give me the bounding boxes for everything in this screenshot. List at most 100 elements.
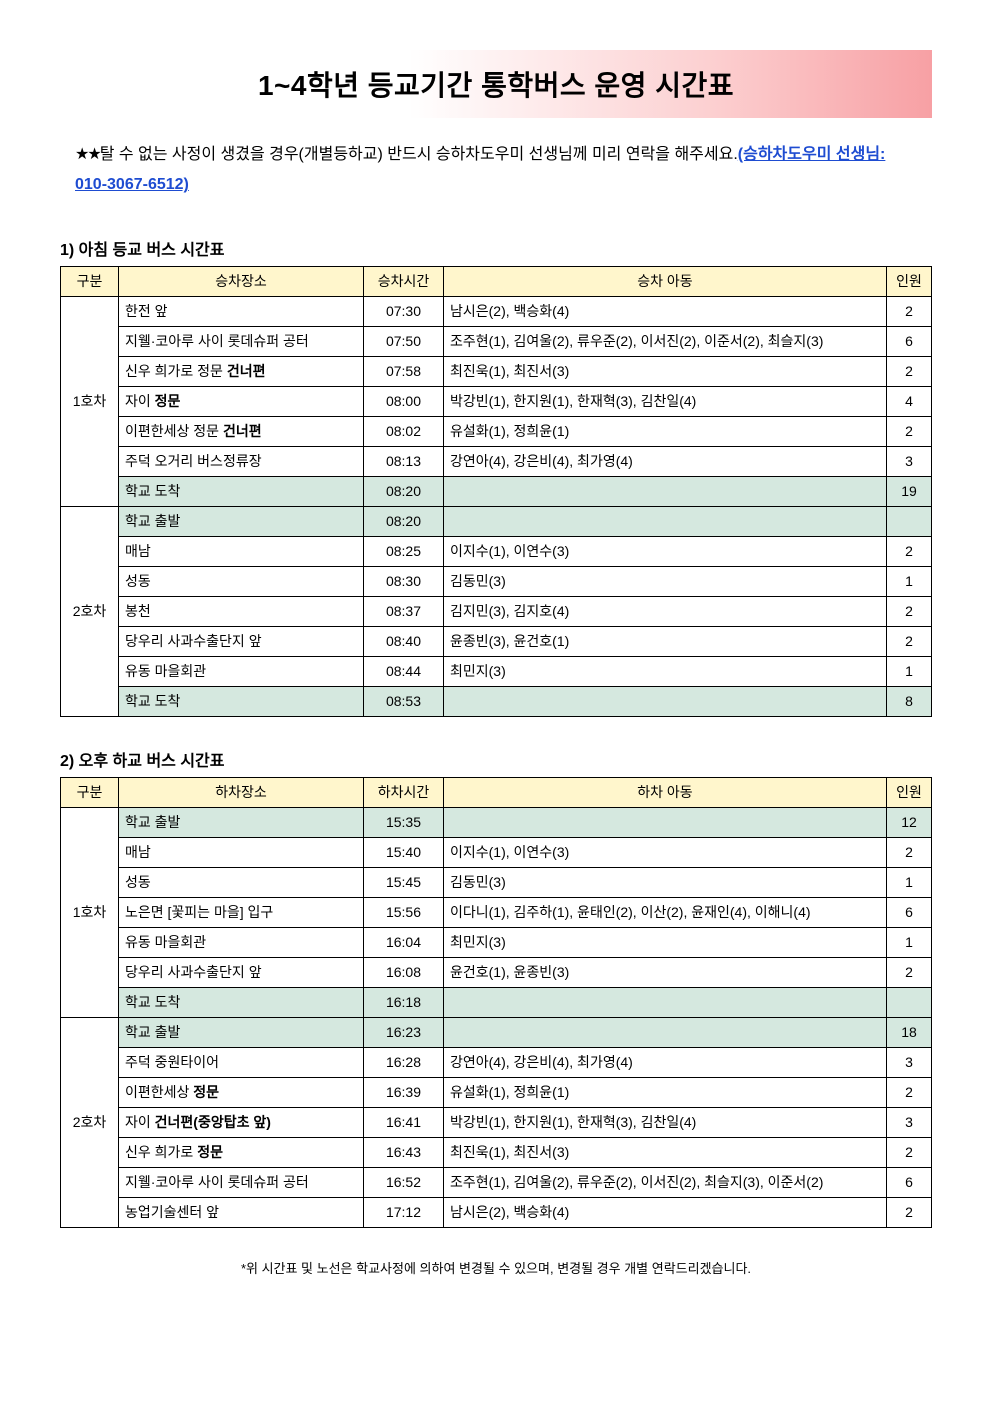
kids-cell: 윤종빈(3), 윤건호(1)	[444, 626, 887, 656]
kids-cell: 김지민(3), 김지호(4)	[444, 596, 887, 626]
kids-cell: 조주현(1), 김여울(2), 류우준(2), 이서진(2), 이준서(2), …	[444, 326, 887, 356]
count-cell: 1	[887, 656, 932, 686]
th-place: 승차장소	[119, 266, 364, 296]
th-route: 구분	[61, 777, 119, 807]
time-cell: 16:52	[364, 1167, 444, 1197]
time-cell: 08:02	[364, 416, 444, 446]
table-row: 학교 도착16:18	[61, 987, 932, 1017]
time-cell: 08:53	[364, 686, 444, 716]
table-row: 주덕 오거리 버스정류장08:13강연아(4), 강은비(4), 최가영(4)3	[61, 446, 932, 476]
time-cell: 16:39	[364, 1077, 444, 1107]
time-cell: 15:56	[364, 897, 444, 927]
kids-cell: 최진욱(1), 최진서(3)	[444, 356, 887, 386]
place-cell: 주덕 중원타이어	[119, 1047, 364, 1077]
count-cell: 3	[887, 1107, 932, 1137]
kids-cell	[444, 807, 887, 837]
afternoon-table: 구분 하차장소 하차시간 하차 아동 인원 1호차학교 출발15:3512매남1…	[60, 777, 932, 1228]
time-cell: 15:35	[364, 807, 444, 837]
table-row: 유동 마을회관16:04최민지(3)1	[61, 927, 932, 957]
time-cell: 16:08	[364, 957, 444, 987]
time-cell: 15:40	[364, 837, 444, 867]
notice-prefix: 탈 수 없는 사정이 생겼을 경우(개별등하교) 반드시 승하차도우미 선생님께…	[100, 146, 738, 163]
place-cell: 매남	[119, 837, 364, 867]
place-cell: 학교 출발	[119, 1017, 364, 1047]
table-header-row: 구분 하차장소 하차시간 하차 아동 인원	[61, 777, 932, 807]
kids-cell: 김동민(3)	[444, 867, 887, 897]
notice-stars: ★★	[75, 146, 100, 163]
kids-cell: 박강빈(1), 한지원(1), 한재혁(3), 김찬일(4)	[444, 386, 887, 416]
count-cell: 19	[887, 476, 932, 506]
place-cell: 유동 마을회관	[119, 656, 364, 686]
place-cell: 노은면 [꽃피는 마을] 입구	[119, 897, 364, 927]
kids-cell: 강연아(4), 강은비(4), 최가영(4)	[444, 446, 887, 476]
table-row: 당우리 사과수출단지 앞16:08윤건호(1), 윤종빈(3)2	[61, 957, 932, 987]
count-cell: 2	[887, 536, 932, 566]
time-cell: 08:00	[364, 386, 444, 416]
kids-cell: 김동민(3)	[444, 566, 887, 596]
place-cell: 학교 도착	[119, 476, 364, 506]
notice-paragraph: ★★탈 수 없는 사정이 생겼을 경우(개별등하교) 반드시 승하차도우미 선생…	[75, 140, 917, 201]
table-row: 성동08:30김동민(3)1	[61, 566, 932, 596]
place-cell: 농업기술센터 앞	[119, 1197, 364, 1227]
place-cell: 신우 희가로 정문 건너편	[119, 356, 364, 386]
count-cell: 6	[887, 897, 932, 927]
place-cell: 지웰·코아루 사이 롯데슈퍼 공터	[119, 1167, 364, 1197]
count-cell: 4	[887, 386, 932, 416]
count-cell: 8	[887, 686, 932, 716]
route-cell: 1호차	[61, 296, 119, 506]
place-cell: 당우리 사과수출단지 앞	[119, 626, 364, 656]
kids-cell: 최민지(3)	[444, 927, 887, 957]
count-cell	[887, 987, 932, 1017]
time-cell: 17:12	[364, 1197, 444, 1227]
time-cell: 08:20	[364, 476, 444, 506]
kids-cell	[444, 476, 887, 506]
time-cell: 08:20	[364, 506, 444, 536]
table-row: 지웰·코아루 사이 롯데슈퍼 공터07:50조주현(1), 김여울(2), 류우…	[61, 326, 932, 356]
time-cell: 16:18	[364, 987, 444, 1017]
th-route: 구분	[61, 266, 119, 296]
count-cell: 2	[887, 626, 932, 656]
kids-cell	[444, 987, 887, 1017]
count-cell: 2	[887, 957, 932, 987]
page-title: 1~4학년 등교기간 통학버스 운영 시간표	[60, 50, 932, 118]
place-cell: 한전 앞	[119, 296, 364, 326]
time-cell: 07:58	[364, 356, 444, 386]
count-cell: 2	[887, 1137, 932, 1167]
table-row: 2호차학교 출발08:20	[61, 506, 932, 536]
count-cell: 2	[887, 296, 932, 326]
table-row: 유동 마을회관08:44최민지(3)1	[61, 656, 932, 686]
place-cell: 이편한세상 정문 건너편	[119, 416, 364, 446]
table-row: 당우리 사과수출단지 앞08:40윤종빈(3), 윤건호(1)2	[61, 626, 932, 656]
kids-cell: 최진욱(1), 최진서(3)	[444, 1137, 887, 1167]
table-row: 농업기술센터 앞17:12남시은(2), 백승화(4)2	[61, 1197, 932, 1227]
time-cell: 08:37	[364, 596, 444, 626]
th-count: 인원	[887, 777, 932, 807]
table-row: 주덕 중원타이어16:28강연아(4), 강은비(4), 최가영(4)3	[61, 1047, 932, 1077]
place-cell: 학교 출발	[119, 807, 364, 837]
table-row: 이편한세상 정문16:39유설화(1), 정희윤(1)2	[61, 1077, 932, 1107]
table-row: 2호차학교 출발16:2318	[61, 1017, 932, 1047]
time-cell: 16:41	[364, 1107, 444, 1137]
count-cell: 2	[887, 1077, 932, 1107]
th-kids: 승차 아동	[444, 266, 887, 296]
count-cell: 2	[887, 416, 932, 446]
th-kids: 하차 아동	[444, 777, 887, 807]
count-cell: 1	[887, 867, 932, 897]
place-cell: 성동	[119, 566, 364, 596]
time-cell: 16:43	[364, 1137, 444, 1167]
time-cell: 08:25	[364, 536, 444, 566]
time-cell: 16:23	[364, 1017, 444, 1047]
table-row: 성동15:45김동민(3)1	[61, 867, 932, 897]
time-cell: 08:13	[364, 446, 444, 476]
table-header-row: 구분 승차장소 승차시간 승차 아동 인원	[61, 266, 932, 296]
route-cell: 2호차	[61, 1017, 119, 1227]
time-cell: 16:04	[364, 927, 444, 957]
kids-cell: 박강빈(1), 한지원(1), 한재혁(3), 김찬일(4)	[444, 1107, 887, 1137]
time-cell: 16:28	[364, 1047, 444, 1077]
table-row: 1호차한전 앞07:30남시은(2), 백승화(4)2	[61, 296, 932, 326]
th-time: 승차시간	[364, 266, 444, 296]
kids-cell	[444, 506, 887, 536]
count-cell	[887, 506, 932, 536]
time-cell: 15:45	[364, 867, 444, 897]
place-cell: 학교 출발	[119, 506, 364, 536]
